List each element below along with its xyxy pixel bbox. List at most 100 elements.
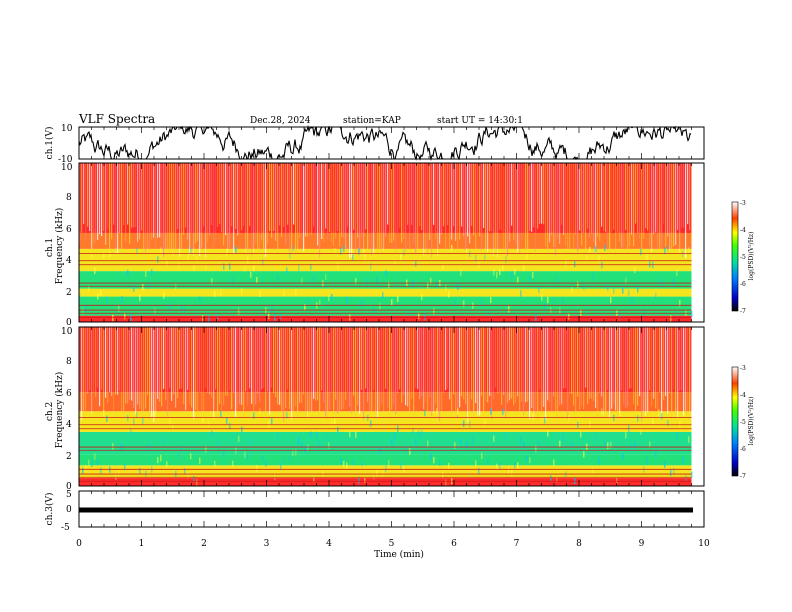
spectrogram-speckle [94, 453, 96, 460]
spectrogram-speckle [667, 419, 669, 427]
spectrogram-speckle [259, 408, 261, 415]
spectrogram-streak [217, 327, 219, 417]
spectrogram-streak [251, 327, 253, 404]
spectrogram-speckle [661, 413, 663, 420]
spectrogram-speckle [517, 276, 519, 284]
spectrogram-streak [165, 163, 167, 249]
spectrogram-streak [491, 327, 493, 420]
spectrogram-streak [227, 327, 229, 397]
cb1-tick-m7: -7 [740, 308, 746, 315]
spectrogram-speckle [382, 470, 384, 477]
spectrogram-streak [471, 163, 473, 227]
spectrogram-streak [617, 163, 619, 233]
spectrogram-streak [419, 327, 421, 399]
spectrogram-streak [499, 163, 501, 230]
spectrogram-streak [297, 327, 299, 417]
spectrogram-streak [619, 327, 621, 413]
spectrogram-streak [387, 163, 389, 225]
spectrogram-speckle [124, 312, 126, 320]
spectrogram-streak [101, 163, 103, 236]
spectrogram-streak [273, 163, 275, 232]
spectrogram-speckle [115, 248, 117, 255]
spectrogram-speckle [166, 259, 168, 267]
spectrogram-speckle [166, 461, 168, 468]
spectrogram-streak [433, 327, 435, 413]
ch1-waveform-trace [78, 125, 692, 162]
spectrogram-streak [121, 163, 123, 249]
spectrogram-streak [365, 163, 367, 230]
spectrogram-streak [565, 163, 567, 247]
spectrogram-streak [93, 163, 95, 244]
spectrogram-streak [483, 327, 485, 413]
spectrogram-streak [639, 327, 641, 397]
spectrogram-streak [503, 327, 505, 396]
spectrogram-streak [309, 327, 311, 414]
spectrogram-speckle [625, 277, 627, 285]
spectrogram-speckle [409, 448, 411, 455]
spectrogram-speckle [316, 431, 318, 438]
spectrogram-streak [249, 327, 251, 389]
spectrogram-streak [451, 163, 453, 240]
spectrogram-streak [429, 163, 431, 241]
spectrogram-streak [663, 327, 665, 400]
spectrogram-speckle [307, 444, 309, 451]
spectrogram-streak [227, 163, 229, 253]
spectrogram-speckle [205, 446, 207, 453]
spectrogram-streak [403, 327, 405, 395]
spectrogram-streak [153, 163, 155, 238]
spectrogram-speckle [115, 473, 117, 480]
spectrogram-speckle [538, 286, 540, 293]
spectrogram-streak [593, 327, 595, 402]
spectrogram-streak [521, 163, 523, 242]
spectrogram-streak [677, 327, 679, 419]
spectrogram-streak [339, 327, 341, 421]
spectrogram-speckle [481, 300, 483, 307]
spectrogram-streak [337, 327, 339, 414]
spectrogram-streak [571, 163, 573, 233]
ch1-ytick-10: 10 [61, 163, 73, 173]
spectrogram-speckle [598, 255, 600, 262]
spectrogram-streak [635, 163, 637, 224]
spectrogram-streak [187, 163, 189, 240]
spectrogram-speckle [595, 245, 597, 253]
spectrogram-streak [137, 327, 139, 405]
spectrogram-streak [217, 163, 219, 227]
spectrogram-speckle [388, 281, 390, 289]
spectrogram-streak [385, 327, 387, 389]
spectrogram-streak [231, 163, 233, 227]
spectrogram-streak [313, 327, 315, 399]
spectrogram-streak [101, 327, 103, 390]
spectrogram-speckle [652, 418, 654, 425]
spectrogram-speckle [184, 468, 186, 475]
spectrogram-speckle [142, 417, 144, 425]
spectrogram-streak [463, 163, 465, 237]
spectrogram-streak [229, 327, 231, 391]
cb2-tick-m4: -4 [740, 392, 746, 399]
spectrogram-streak [575, 327, 577, 414]
spectrogram-streak [683, 163, 685, 228]
spectrogram-streak [539, 327, 541, 390]
spectrogram-streak [353, 327, 355, 396]
spectrogram-streak [81, 327, 83, 421]
spectrogram-speckle [118, 470, 120, 477]
spectrogram-streak [285, 327, 287, 409]
spectrogram-streak [329, 163, 331, 233]
spectrogram-speckle [649, 441, 651, 448]
spectrogram-speckle [676, 432, 678, 439]
spectrogram-speckle [319, 299, 321, 306]
spectrogram-streak [567, 327, 569, 420]
spectrogram-streak [475, 327, 477, 404]
figure-title: VLF Spectra [78, 112, 155, 126]
spectrogram-speckle [511, 470, 513, 477]
spectrogram-streak [173, 327, 175, 395]
spectrogram-speckle [340, 457, 342, 464]
spectrogram-speckle [112, 314, 114, 322]
spectrogram-speckle [430, 453, 432, 460]
spectrogram-streak [307, 327, 309, 418]
spectrogram-streak [573, 163, 575, 256]
spectrogram-streak [301, 327, 303, 403]
spectrogram-streak [229, 163, 231, 248]
spectrogram-streak [387, 327, 389, 409]
spectrogram-speckle [580, 431, 582, 438]
spectrogram-speckle [634, 440, 636, 448]
